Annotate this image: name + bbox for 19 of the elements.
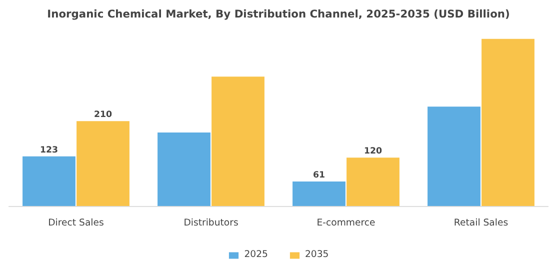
bar [346, 158, 400, 206]
legend-label: 2035 [305, 249, 329, 260]
bar [212, 76, 264, 206]
bar [22, 156, 76, 206]
bar [76, 121, 130, 206]
legend-label: 2025 [244, 249, 268, 260]
data-label: 210 [94, 110, 112, 120]
x-tick-label: Retail Sales [454, 217, 508, 228]
x-tick-label: E-commerce [316, 217, 376, 228]
x-tick-label: Distributors [184, 217, 238, 228]
x-tick-label: Direct Sales [48, 217, 104, 228]
data-label: 61 [312, 170, 326, 181]
chart-title: Inorganic Chemical Market, By Distribution Channel, 2025-2035 (USD Billion) [47, 8, 510, 20]
bar [158, 132, 210, 206]
bar [428, 106, 480, 206]
data-label: 120 [364, 146, 382, 157]
bar [482, 38, 534, 206]
bar [292, 182, 346, 206]
data-label: 123 [40, 145, 58, 156]
